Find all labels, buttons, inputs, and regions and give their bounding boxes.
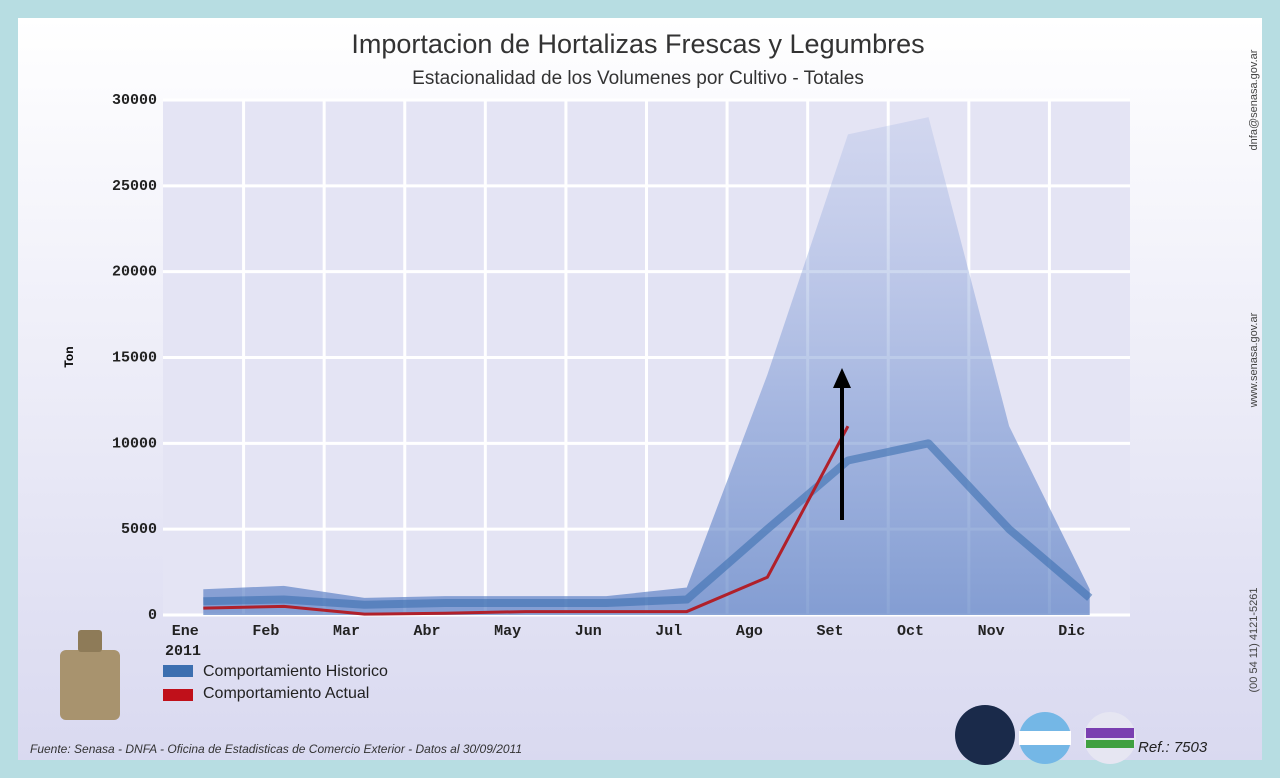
x-tick-label: Jul (655, 623, 682, 640)
logos (955, 705, 1136, 765)
x-tick-label: Oct (897, 623, 924, 640)
y-tick-label: 0 (148, 607, 157, 624)
weight-icon (60, 630, 120, 720)
x-tick-label: Mar (333, 623, 360, 640)
x-tick-label: Nov (978, 623, 1005, 640)
side-text: (00 54 11) 4121-5261 (1248, 588, 1260, 693)
chart-subtitle: Estacionalidad de los Volumenes por Cult… (412, 68, 864, 89)
x-tick-label: Feb (252, 623, 279, 640)
x-tick-label: Ene (172, 623, 199, 640)
y-tick-label: 5000 (121, 521, 157, 538)
historic-band (203, 117, 1090, 616)
legend-label: Comportamiento Actual (203, 685, 369, 702)
y-tick-label: 10000 (112, 435, 157, 452)
x-sublabel: 2011 (165, 643, 201, 660)
y-tick-label: 25000 (112, 178, 157, 195)
x-tick-label: Set (816, 623, 843, 640)
historic-line (203, 439, 1093, 609)
legend-swatch (163, 665, 193, 677)
side-text: dnfa@senasa.gov.ar (1248, 49, 1260, 150)
y-axis-label: Ton (62, 346, 76, 367)
side-text: www.senasa.gov.ar (1248, 312, 1260, 408)
legend-label: Comportamiento Historico (203, 663, 388, 680)
footer: Fuente: Senasa - DNFA - Oficina de Estad… (30, 742, 522, 756)
series-line (203, 425, 850, 616)
x-tick-label: Abr (414, 623, 441, 640)
x-tick-label: May (494, 623, 521, 640)
arrow (833, 368, 851, 520)
legend-swatch (163, 689, 193, 701)
y-tick-label: 15000 (112, 349, 157, 366)
chart-title: Importacion de Hortalizas Frescas y Legu… (351, 29, 924, 59)
x-tick-label: Ago (736, 623, 763, 640)
ref: Ref.: 7503 (1138, 739, 1208, 756)
y-tick-label: 20000 (112, 264, 157, 281)
x-tick-label: Jun (575, 623, 602, 640)
x-tick-label: Dic (1058, 623, 1085, 640)
y-tick-label: 30000 (112, 92, 157, 109)
